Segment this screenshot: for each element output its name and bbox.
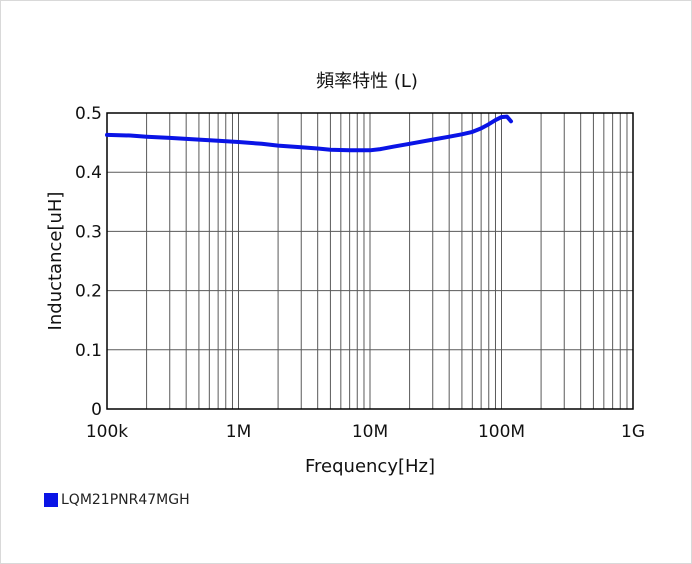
data-point <box>391 145 395 149</box>
legend: LQM21PNR47MGH <box>44 492 190 508</box>
data-point <box>493 118 497 122</box>
data-point <box>276 144 280 148</box>
data-point <box>470 130 474 134</box>
data-point <box>479 126 483 130</box>
x-tick-label: 100k <box>86 422 128 442</box>
chart-title: 頻率特性 (L) <box>316 71 418 92</box>
x-tick-label: 100M <box>478 422 525 442</box>
x-axis-title: Frequency[Hz] <box>305 456 435 477</box>
data-point <box>197 138 201 142</box>
data-point <box>509 119 513 123</box>
data-point <box>487 122 491 126</box>
y-tick-label: 0.1 <box>75 341 102 361</box>
data-point <box>408 142 412 146</box>
x-tick-label: 1M <box>226 422 251 442</box>
y-tick-label: 0 <box>91 400 102 420</box>
y-tick-label: 0.5 <box>75 104 102 124</box>
data-point <box>431 138 435 142</box>
data-point <box>368 148 372 152</box>
data-point <box>500 115 503 119</box>
data-point <box>237 140 240 144</box>
y-tick-label: 0.3 <box>75 222 102 242</box>
data-point <box>168 136 172 140</box>
data-point <box>447 135 451 139</box>
data-point <box>328 148 332 152</box>
x-tick-label: 10M <box>352 422 388 442</box>
legend-swatch <box>44 493 58 507</box>
data-point <box>460 132 464 136</box>
data-point <box>505 115 509 119</box>
y-tick-label: 0.4 <box>75 163 102 183</box>
y-axis-title: Inductance[uH] <box>45 192 66 331</box>
data-point <box>216 139 220 143</box>
data-point <box>348 148 352 152</box>
y-tick-label: 0.2 <box>75 282 102 302</box>
plot-border <box>106 112 634 410</box>
data-point <box>378 147 382 151</box>
data-point <box>145 135 149 139</box>
data-point <box>105 133 109 137</box>
data-point <box>316 147 320 151</box>
legend-label: LQM21PNR47MGH <box>61 492 190 508</box>
x-tick-label: 1G <box>621 422 645 442</box>
data-point <box>299 145 303 149</box>
data-point <box>260 142 264 146</box>
data-point <box>128 133 132 137</box>
